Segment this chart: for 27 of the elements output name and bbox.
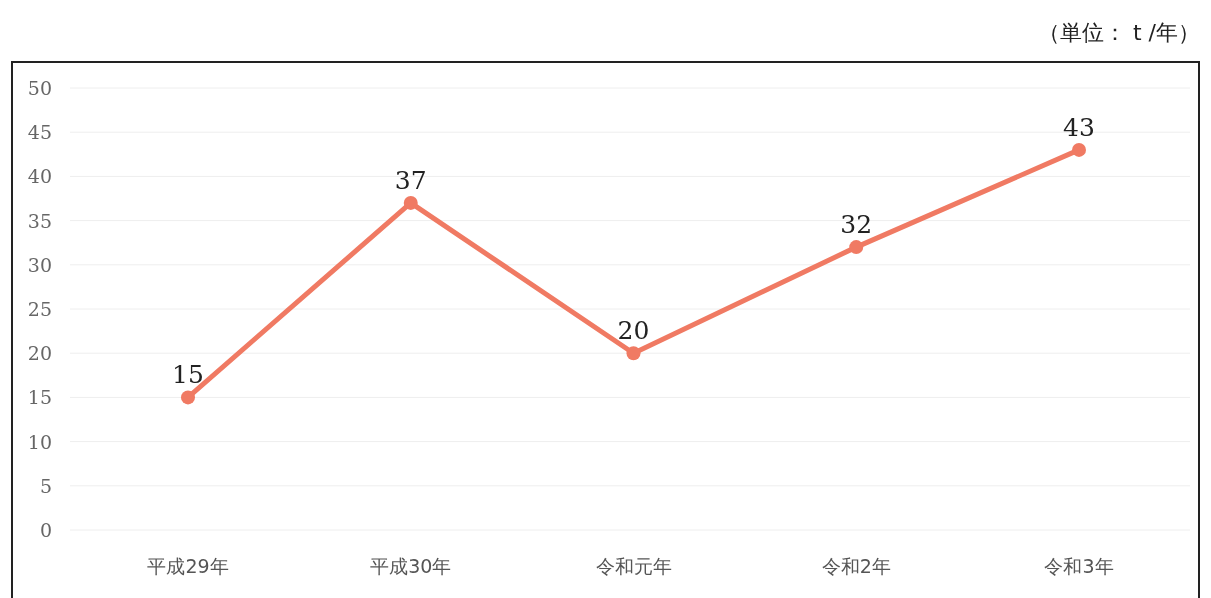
text: （単位： t /年） — [1037, 20, 1200, 45]
y-tick-label: 10 — [27, 430, 52, 453]
data-label: 37 — [394, 165, 427, 195]
point — [1072, 142, 1086, 157]
point — [403, 195, 418, 210]
x-tick-label: 令和元年 — [595, 555, 672, 577]
point — [849, 240, 864, 255]
y-tick-label: 35 — [27, 209, 52, 232]
x-tick-label: 平成29年 — [147, 555, 229, 577]
data-label: 43 — [1063, 112, 1095, 142]
x-tick-label: 令和3年 — [1044, 555, 1114, 577]
y-tick-label: 20 — [27, 342, 52, 365]
data-label: 20 — [617, 316, 650, 346]
data-label: 15 — [172, 360, 204, 390]
y-tick-label: 5 — [39, 474, 52, 497]
point — [626, 346, 641, 361]
y-tick-label: 45 — [27, 121, 52, 144]
x-tick-label: 平成30年 — [370, 555, 452, 577]
point — [181, 390, 195, 405]
y-tick-label: 15 — [27, 386, 52, 409]
y-tick-label: 50 — [27, 77, 52, 99]
y-tick-label: 0 — [39, 519, 52, 541]
y-tick-label: 40 — [27, 165, 52, 188]
data-label: 32 — [840, 210, 873, 240]
y-tick-label: 25 — [27, 298, 52, 320]
x-tick-label: 令和2年 — [821, 555, 891, 577]
y-tick-label: 30 — [27, 253, 52, 276]
